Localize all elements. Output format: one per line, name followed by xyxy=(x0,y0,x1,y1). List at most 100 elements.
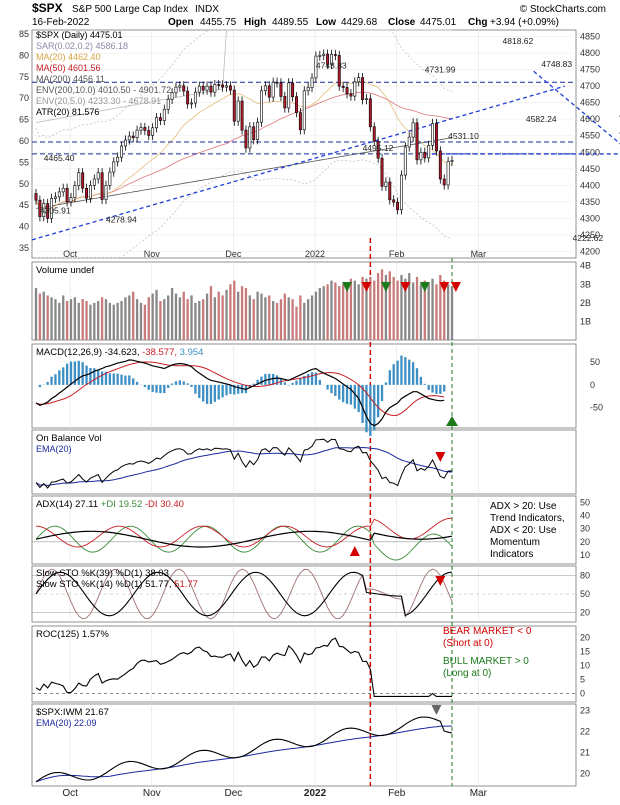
macd-hist-bar xyxy=(136,382,138,385)
volume-bar xyxy=(105,299,107,340)
macd-hist-bar xyxy=(58,370,60,385)
price-annotation: 4743.83 xyxy=(316,61,347,71)
bull-note-line: (Long at 0) xyxy=(443,668,491,679)
candle-body xyxy=(373,127,375,142)
volume-bar xyxy=(70,299,72,340)
macd-hist-bar xyxy=(330,385,332,393)
macd-hist-bar xyxy=(116,374,118,385)
header-date: 16-Feb-2022 xyxy=(32,17,90,28)
x-tick-label: 2022 xyxy=(304,788,327,799)
volume-bar xyxy=(43,292,45,340)
candle-body xyxy=(229,86,231,90)
volume-bar xyxy=(190,295,192,340)
macd-hist-bar xyxy=(428,385,430,390)
volume-bar xyxy=(78,303,80,340)
volume-bar xyxy=(264,297,266,340)
price-right-tick-label: 4400 xyxy=(580,180,600,190)
price-right-tick-label: 4200 xyxy=(580,246,600,256)
macd-hist-bar xyxy=(295,381,297,385)
candle-body xyxy=(237,101,239,121)
roc-tick-label: 20 xyxy=(580,632,590,642)
macd-hist-bar xyxy=(210,385,212,404)
volume-bar xyxy=(35,288,37,340)
macd-hist-bar xyxy=(377,385,379,417)
candle-body xyxy=(132,136,134,138)
header-symbol: $SPX xyxy=(32,1,63,15)
candle-body xyxy=(323,54,325,55)
volume-bar xyxy=(62,295,64,340)
volume-bar xyxy=(256,292,258,340)
volume-bar xyxy=(361,277,363,340)
adx-note-line: ADX < 20: Use xyxy=(490,525,557,536)
header-high-label: High xyxy=(244,17,266,28)
adx-tick-label: 40 xyxy=(580,511,590,521)
candle-body xyxy=(159,118,161,121)
candle-body xyxy=(431,124,433,146)
macd-label-part: MACD(12,26,9) xyxy=(36,347,105,358)
macd-hist-bar xyxy=(369,385,371,436)
candle-body xyxy=(175,87,177,93)
candle-body xyxy=(272,82,274,97)
x-tick-label: Nov xyxy=(143,788,161,799)
adx-tick-label: 30 xyxy=(580,524,590,534)
candle-body xyxy=(245,130,247,148)
volume-bar xyxy=(311,295,313,340)
sto-tick-label: 50 xyxy=(580,589,590,599)
macd-hist-bar xyxy=(50,377,52,385)
price-x-tick-label: Dec xyxy=(225,249,242,259)
volume-bar xyxy=(198,301,200,340)
volume-bar xyxy=(128,295,130,340)
price-annotation: 4818.62 xyxy=(503,36,534,46)
volume-bar xyxy=(202,299,204,340)
price-legend-entry: $SPX (Daily) 4475.01 xyxy=(36,30,123,40)
macd-hist-bar xyxy=(334,385,336,396)
macd-tick-label: -50 xyxy=(590,403,603,413)
candle-body xyxy=(140,127,142,130)
price-annotation: 4465.40 xyxy=(44,153,75,163)
candle-body xyxy=(128,136,130,140)
macd-label-part: -38.577, xyxy=(142,347,180,358)
macd-hist-bar xyxy=(155,385,157,393)
macd-hist-bar xyxy=(342,385,344,402)
header-exchange: INDX xyxy=(195,4,219,15)
price-legend-entry: ATR(20) 81.576 xyxy=(36,107,99,117)
candle-body xyxy=(179,86,181,87)
volume-bar xyxy=(167,295,169,340)
atr-left-tick-label: 50 xyxy=(19,179,29,189)
volume-bar xyxy=(50,297,52,340)
volume-bar xyxy=(260,294,262,340)
header-close: 4475.01 xyxy=(420,17,457,28)
volume-bar xyxy=(210,286,212,340)
macd-hist-bar xyxy=(183,381,185,385)
adx-tick-label: 10 xyxy=(580,550,590,560)
candle-body xyxy=(400,175,402,210)
macd-hist-bar xyxy=(435,385,437,394)
candle-body xyxy=(171,93,173,100)
macd-hist-bar xyxy=(47,382,49,385)
candle-body xyxy=(113,162,115,172)
candle-body xyxy=(155,118,157,128)
macd-hist-bar xyxy=(202,385,204,402)
volume-bar xyxy=(307,299,309,340)
volume-bar xyxy=(393,277,395,340)
candle-body xyxy=(354,82,356,96)
candle-body xyxy=(307,87,309,90)
candle-body xyxy=(93,179,95,185)
candle-body xyxy=(435,124,437,151)
candle-body xyxy=(439,151,441,179)
price-annotation: 4582.24 xyxy=(526,114,557,124)
price-legend-entry: SAR(0.02,0.2) 4586.18 xyxy=(36,41,128,51)
candle-body xyxy=(81,173,83,189)
volume-bar xyxy=(326,284,328,340)
price-right-tick-label: 4450 xyxy=(580,164,600,174)
macd-hist-bar xyxy=(420,377,422,385)
macd-label: MACD(12,26,9) -34.623, -38.577, 3.954 xyxy=(36,347,203,358)
header-name: S&P 500 Large Cap Index xyxy=(72,4,188,15)
volume-bar xyxy=(214,297,216,340)
candle-body xyxy=(412,123,414,137)
macd-hist-bar xyxy=(171,384,173,385)
macd-hist-bar xyxy=(70,362,72,385)
candle-body xyxy=(361,78,363,100)
sto-label-part: Slow STO %K(14) %D(1) 51.77, xyxy=(36,579,174,590)
macd-hist-bar xyxy=(326,385,328,390)
